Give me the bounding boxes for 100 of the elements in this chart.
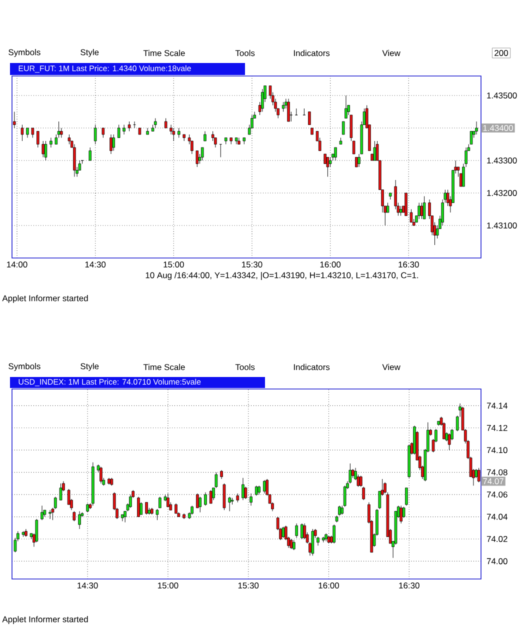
candlestick <box>342 121 345 135</box>
candlestick <box>477 468 480 483</box>
candlestick <box>198 496 202 513</box>
x-tick-label: 16:30 <box>399 582 420 589</box>
y-tick-label: 1.43300 <box>487 158 517 164</box>
candlestick <box>154 118 157 128</box>
candlestick <box>60 128 63 138</box>
candlestick <box>332 524 336 544</box>
x-tick-label: 15:30 <box>242 262 262 268</box>
text: 200 <box>494 50 508 56</box>
candlestick <box>228 496 231 512</box>
text: Indicators <box>294 364 330 370</box>
text: 1.43400 <box>483 125 513 131</box>
candlestick <box>44 140 48 161</box>
candlestick <box>178 128 180 138</box>
candlestick <box>300 523 304 540</box>
candlestick <box>201 147 204 161</box>
candlestick <box>308 111 311 125</box>
y-tick-label: 74.08 <box>486 469 508 476</box>
x-tick-label: 16:00 <box>320 262 341 268</box>
candlestick <box>334 147 337 161</box>
candlestick <box>146 128 149 135</box>
candlestick <box>128 121 131 132</box>
candlestick <box>156 508 159 520</box>
candlestick <box>88 147 92 161</box>
candlestick <box>400 505 402 524</box>
candlestick <box>475 121 478 135</box>
candlestick <box>68 134 71 144</box>
candlestick <box>352 140 356 154</box>
candlestick <box>287 98 290 122</box>
candlestick <box>324 154 326 164</box>
candlestick <box>172 128 176 142</box>
candlestick <box>402 506 406 518</box>
candlestick <box>328 156 332 168</box>
y-tick-label: 1.43200 <box>487 190 517 196</box>
x-tick-label: 14:30 <box>85 262 106 268</box>
candlestick <box>302 108 306 116</box>
text: View <box>382 364 400 370</box>
x-tick-label: 15:30 <box>238 582 259 589</box>
candlestick <box>57 121 60 138</box>
text: Symbols <box>8 363 40 371</box>
candlestick <box>290 538 293 550</box>
candlestick <box>204 492 207 506</box>
candlestick <box>36 130 40 148</box>
candlestick <box>244 486 248 500</box>
candlestick <box>222 483 226 510</box>
text: Style <box>80 49 99 57</box>
text: 74.07 <box>483 478 504 484</box>
candlestick <box>59 483 62 500</box>
candlestick <box>129 494 132 508</box>
candlestick <box>422 196 426 220</box>
text: Indicators <box>294 50 330 56</box>
x-tick-label: 15:00 <box>158 582 178 589</box>
candlestick <box>26 128 29 138</box>
candlestick <box>72 510 76 522</box>
candlestick <box>242 478 244 500</box>
y-tick-label: 1.43100 <box>487 222 517 228</box>
y-tick-label: 74.12 <box>486 424 508 431</box>
candlestick <box>209 490 212 504</box>
text: Time Scale <box>143 364 185 370</box>
candlestick <box>282 526 285 538</box>
text: Style <box>80 363 99 371</box>
candlestick <box>42 140 44 158</box>
candlestick <box>40 505 44 520</box>
candlestick <box>303 523 306 540</box>
y-tick-label: 74.10 <box>486 447 508 454</box>
candlestick <box>263 480 266 494</box>
y-tick-label: 74.04 <box>486 514 508 520</box>
text: Symbols <box>8 49 40 57</box>
candlestick <box>117 124 120 138</box>
candlestick <box>238 137 240 144</box>
text: Tools <box>235 50 255 56</box>
x-tick-label: 16:00 <box>318 582 339 589</box>
y-tick-label: 74.00 <box>486 558 508 564</box>
candlestick <box>122 124 126 135</box>
candlestick <box>174 503 178 514</box>
candlestick <box>94 124 97 144</box>
candlestick <box>20 124 24 142</box>
candlestick <box>311 528 314 556</box>
x-tick-label: 15:00 <box>164 262 184 268</box>
candlestick <box>250 493 252 506</box>
candlestick <box>254 485 258 496</box>
candlestick <box>48 510 52 520</box>
candlestick <box>204 130 206 142</box>
x-tick-label: 14:00 <box>7 262 28 268</box>
y-tick-label: 74.14 <box>486 402 508 409</box>
candlestick <box>100 466 102 484</box>
candlestick <box>54 496 57 510</box>
x-tick-label: 16:30 <box>398 262 419 268</box>
text: Applet Informer started <box>2 295 88 303</box>
candlestick <box>295 523 298 538</box>
candlestick <box>102 128 105 138</box>
candlestick <box>35 518 38 543</box>
text: Applet Informer started <box>2 616 88 624</box>
candlestick <box>166 493 170 508</box>
text: 10 Aug /16:44:00, Y=1.43342, |O=1.43190, H=1.43210, L=1.43170, C=1. <box>146 272 418 280</box>
candlestick <box>73 144 76 177</box>
candlestick <box>31 128 34 138</box>
text: Time Scale <box>143 50 185 56</box>
y-tick-label: 1.43500 <box>487 92 517 98</box>
